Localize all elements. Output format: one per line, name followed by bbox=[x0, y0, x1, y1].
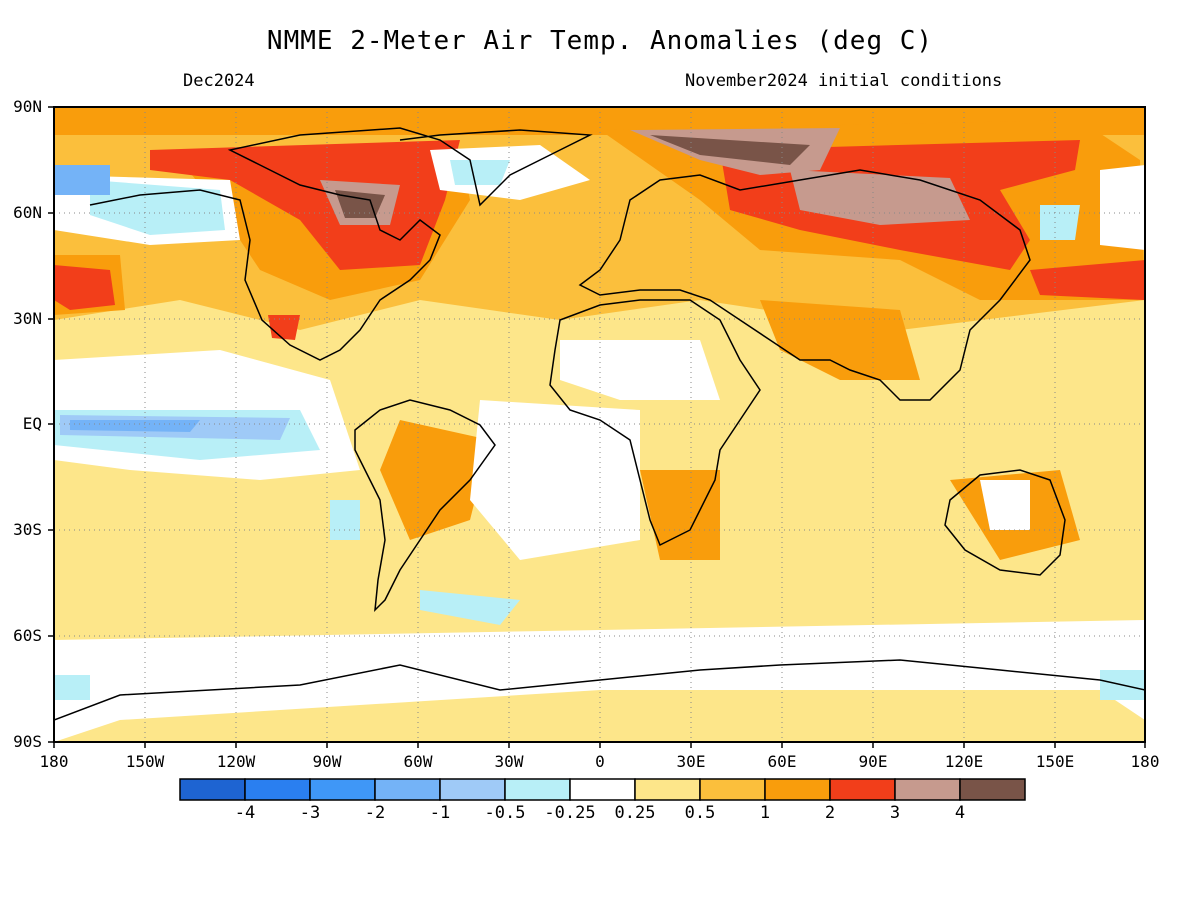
colorbar-swatch bbox=[309, 778, 376, 801]
kamchatka-cool bbox=[1040, 205, 1080, 240]
lat-label: 30N bbox=[13, 309, 42, 328]
graticule bbox=[54, 107, 1145, 742]
colorbar-swatch bbox=[179, 778, 246, 801]
colorbar-swatch bbox=[569, 778, 636, 801]
colorbar-swatch bbox=[634, 778, 701, 801]
valid-month-label: Dec2024 bbox=[183, 71, 255, 91]
lon-label: 180 bbox=[40, 752, 69, 771]
equatorial-pacific-coolest bbox=[70, 420, 200, 432]
colorbar-swatch bbox=[829, 778, 896, 801]
australia-neutral bbox=[980, 480, 1030, 530]
southern-africa-warm bbox=[640, 470, 720, 560]
colorbar-label: -4 bbox=[235, 803, 255, 823]
south-atlantic-neutral bbox=[470, 400, 640, 560]
lon-label: 120W bbox=[217, 752, 256, 771]
colorbar-swatch bbox=[764, 778, 831, 801]
colorbar-label: 4 bbox=[955, 803, 965, 823]
south-pacific-cool bbox=[330, 500, 360, 540]
lon-label: 180 bbox=[1131, 752, 1160, 771]
mexico-hot bbox=[268, 315, 300, 340]
lat-label: EQ bbox=[23, 414, 42, 433]
colorbar-label: 2 bbox=[825, 803, 835, 823]
antarctica-coast bbox=[54, 659, 1145, 721]
bering-cool bbox=[54, 165, 110, 195]
longitude-axis: 180 150W 120W 90W 60W 30W 0 30E 60E 90E … bbox=[40, 742, 1160, 771]
africa-coast bbox=[549, 299, 761, 547]
coastlines bbox=[54, 127, 1145, 721]
lat-label: 90N bbox=[13, 97, 42, 116]
lon-label: 150W bbox=[126, 752, 165, 771]
greenland-cool bbox=[450, 160, 510, 185]
central-siberia-very-hot bbox=[790, 170, 970, 225]
colorbar-label: 3 bbox=[890, 803, 900, 823]
colorbar-label: -1 bbox=[430, 803, 450, 823]
colorbar-label: 0.5 bbox=[685, 803, 716, 823]
lon-label: 0 bbox=[595, 752, 605, 771]
alaska-cool bbox=[90, 180, 225, 235]
eurasia-coast bbox=[578, 169, 1031, 401]
colorbar-swatch bbox=[959, 778, 1026, 801]
latitude-axis: 90N 60N 30N EQ 30S 60S 90S bbox=[13, 97, 54, 751]
lon-label: 90W bbox=[313, 752, 342, 771]
map-title: NMME 2-Meter Air Temp. Anomalies (deg C) bbox=[266, 26, 934, 56]
colorbar-label: 1 bbox=[760, 803, 770, 823]
colorbar-swatch bbox=[439, 778, 506, 801]
lat-label: 90S bbox=[13, 732, 42, 751]
north-pacific-neutral bbox=[1100, 165, 1145, 250]
colorbar-label: -0.25 bbox=[544, 803, 595, 823]
colorbar-swatch bbox=[374, 778, 441, 801]
australia-coast bbox=[944, 469, 1066, 576]
canada-hot bbox=[150, 140, 460, 270]
brazil-warm bbox=[380, 420, 490, 540]
lon-label: 30W bbox=[495, 752, 524, 771]
colorbar-swatch bbox=[504, 778, 571, 801]
colorbar-label: -0.5 bbox=[485, 803, 526, 823]
colorbar-label: 0.25 bbox=[615, 803, 656, 823]
lon-label: 150E bbox=[1036, 752, 1075, 771]
pacific-hot bbox=[54, 265, 115, 310]
colorbar-label: -2 bbox=[365, 803, 385, 823]
lon-label: 60W bbox=[404, 752, 433, 771]
colorbar-labels: -4 -3 -2 -1 -0.5 -0.25 0.25 0.5 1 2 3 4 bbox=[235, 803, 965, 823]
lon-label: 30E bbox=[677, 752, 706, 771]
colorbar-label: -3 bbox=[300, 803, 320, 823]
north-america-coast bbox=[89, 127, 593, 361]
kuroshio-hot bbox=[1030, 260, 1145, 300]
anomaly-field bbox=[54, 107, 1145, 742]
colorbar bbox=[179, 778, 1026, 801]
colorbar-swatch bbox=[699, 778, 766, 801]
colorbar-swatch bbox=[894, 778, 961, 801]
south-america-coast bbox=[354, 399, 496, 613]
initial-conditions-label: November2024 initial conditions bbox=[685, 71, 1003, 91]
antarctic-slight-warm bbox=[54, 690, 1145, 742]
lat-label: 60N bbox=[13, 203, 42, 222]
sahara-neutral bbox=[560, 340, 720, 400]
lat-label: 30S bbox=[13, 520, 42, 539]
colorbar-swatch bbox=[244, 778, 311, 801]
lat-label: 60S bbox=[13, 626, 42, 645]
greenland-neutral bbox=[430, 145, 590, 200]
lon-label: 60E bbox=[768, 752, 797, 771]
barents-extreme bbox=[650, 135, 810, 165]
lon-label: 90E bbox=[859, 752, 888, 771]
ross-cool bbox=[54, 675, 90, 700]
lon-label: 120E bbox=[945, 752, 984, 771]
scotia-cool bbox=[420, 590, 520, 625]
